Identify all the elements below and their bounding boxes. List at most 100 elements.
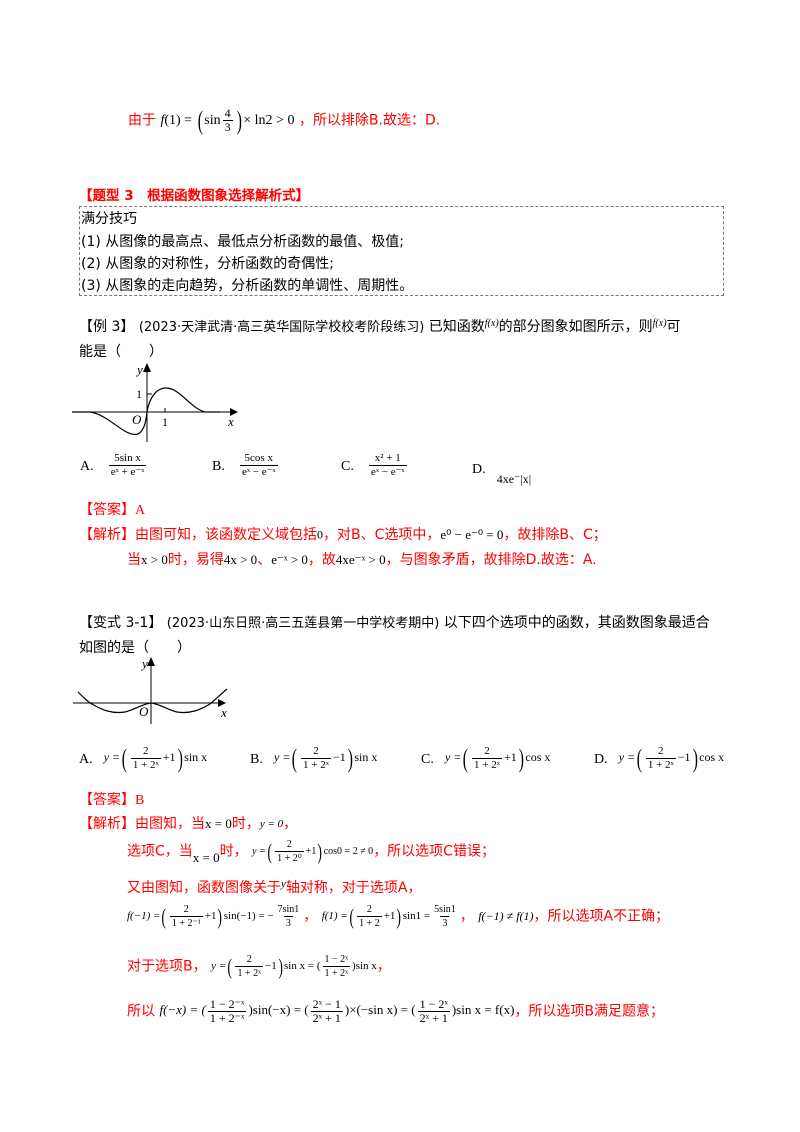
option-a[interactable]: A. 5sin x eˣ + e⁻ˣ <box>80 452 148 479</box>
stem-text: 可 <box>666 319 681 335</box>
math: −1 <box>264 960 277 973</box>
variant31-answer: 【答案】B <box>79 789 144 809</box>
option-d[interactable]: D. 4xe⁻|x| <box>472 458 531 486</box>
option-den: eˣ − e⁻ˣ <box>239 465 278 478</box>
math: 2 <box>366 904 372 915</box>
math: 1 − 2⁻ˣ <box>209 997 245 1011</box>
math: )sin(−x) = ( <box>248 1002 309 1018</box>
option-num: 2 <box>658 745 664 757</box>
math: 1 − 2ˣ <box>419 997 448 1011</box>
option-trig: cos x <box>525 750 551 765</box>
math: 0 <box>317 527 323 542</box>
math: 1 + 2ˣ <box>235 966 263 979</box>
x-axis-label: x <box>220 705 227 720</box>
variant-option-a[interactable]: A. y =(2 1 + 2ˣ +1) sin x <box>79 743 208 773</box>
math: 2ˣ + 1 <box>417 1011 450 1025</box>
example3-answer: 【答案】A <box>79 499 145 519</box>
option-pre: y = <box>273 750 291 765</box>
stem-text: 的部分图象如图所示，则 <box>498 319 653 335</box>
analysis-text: 、 <box>257 552 272 568</box>
y-tick-label: 1 <box>136 387 142 401</box>
analysis-text: 又由图知，函数图像关于 <box>127 880 281 896</box>
math: y <box>281 878 286 890</box>
analysis-tag: 【解析】 <box>79 527 135 543</box>
option-label: D. <box>472 462 486 477</box>
option-num: 2 <box>143 745 149 757</box>
math: f(−1) = <box>127 910 161 923</box>
example3-stem-line2: 能是（ ） <box>79 344 163 360</box>
analysis-text: ，所以选项B满足题意； <box>514 1003 665 1020</box>
option-den: 1 + 2ˣ <box>301 758 331 771</box>
analysis-tag: 【解析】 <box>79 816 135 832</box>
variant31-analysis-line5: 对于选项B， y =(2 1 + 2ˣ −1)sin x = (1 − 2ˣ 1 + … <box>127 953 391 979</box>
y-axis-label: y <box>135 362 143 377</box>
analysis-text: ， <box>459 908 474 925</box>
prev-solution-line: 由于 f(1) = (sin 4 3) × ln2 > 0 ，所以排除B.故选：D. <box>128 107 440 134</box>
option-label: A. <box>79 752 93 767</box>
math: 3 <box>283 916 293 929</box>
math: 1 + 2 <box>357 916 382 929</box>
option-num: 5sin x <box>114 452 141 464</box>
math: 2 <box>183 904 189 915</box>
option-op: +1 <box>503 750 517 765</box>
math: f(−x) = ( <box>159 1002 206 1018</box>
variant31-stem-line2: 如图的是（ ） <box>79 640 191 656</box>
variant-option-d[interactable]: D. y =(2 1 + 2ˣ −1) cos x <box>594 743 725 773</box>
analysis-text: 由图知，当 <box>135 816 205 832</box>
option-pre: y = <box>618 750 636 765</box>
option-op: −1 <box>677 750 691 765</box>
prev-solution-prefix: 由于 <box>128 112 156 129</box>
section-title: 【题型 3 根据函数图象选择解析式】 <box>79 188 310 204</box>
analysis-text: 时， <box>231 816 260 832</box>
math: y = <box>211 960 227 973</box>
analysis-text: ，故 <box>307 552 336 568</box>
math: x = 0 <box>192 849 220 865</box>
tips-box <box>79 206 724 296</box>
math: 1 + 2ˣ <box>322 966 351 979</box>
math: 1 + 2⁻¹ <box>169 916 203 929</box>
math: f(1) = <box>321 910 348 923</box>
variant31-analysis-line2: 选项C，当x = 0时， y =(2 1 + 2⁰ +1)cos0 = 2 ≠ 0，… <box>127 838 495 865</box>
answer-value: B <box>135 793 145 808</box>
option-trig: sin x <box>184 750 208 765</box>
stem-text: 已知函数 <box>428 319 485 335</box>
math: sin(−1) = − <box>223 910 274 923</box>
option-b[interactable]: B. 5cos x eˣ − e⁻ˣ <box>212 452 280 479</box>
option-num: 5cos x <box>244 452 273 464</box>
answer-value: A <box>135 503 146 518</box>
analysis-text: 对于选项B， <box>127 958 207 975</box>
math: 2ˣ − 1 <box>312 997 341 1011</box>
option-op: +1 <box>162 750 176 765</box>
math: 5sin1 <box>434 904 456 915</box>
variant-option-b[interactable]: B. y =(2 1 + 2ˣ −1) sin x <box>250 743 378 773</box>
analysis-text: 轴对称，对于选项A， <box>285 880 422 896</box>
prev-solution-formula: f(1) = (sin 4 3) × ln2 > 0 <box>160 105 295 135</box>
option-label: C. <box>341 459 354 474</box>
variant-option-c[interactable]: C. y =(2 1 + 2ˣ +1) cos x <box>421 743 551 773</box>
math: y = <box>252 845 266 857</box>
math: y = 0 <box>259 818 284 830</box>
option-trig: sin x <box>354 750 378 765</box>
option-pre: y = <box>444 750 462 765</box>
option-den: eˣ + e⁻ˣ <box>108 465 147 478</box>
x-tick-label: 1 <box>162 415 168 429</box>
analysis-text: ， <box>283 816 298 832</box>
option-trig: cos x <box>699 750 725 765</box>
tip-item: (1) 从图像的最高点、最低点分析函数的最值、极值; <box>81 234 404 250</box>
math: e⁰ − e⁻⁰ = 0 <box>440 527 504 542</box>
variant31-analysis-line6: 所以 f(−x) = (1 − 2⁻ˣ 1 + 2⁻ˣ)sin(−x) = (2ˣ… <box>127 998 664 1025</box>
option-c[interactable]: C. x² + 1 eˣ − e⁻ˣ <box>341 452 409 479</box>
option-label: C. <box>421 752 434 767</box>
analysis-text: ，对B、C选项中， <box>323 527 441 543</box>
x-axis-label: x <box>227 414 234 429</box>
math: 2 <box>246 954 252 965</box>
math: f(−1) ≠ f(1) <box>478 909 534 923</box>
option-label: D. <box>594 752 608 767</box>
math: 1 + 2⁰ <box>275 851 304 864</box>
example3-tag: 【例 3】 <box>79 319 135 335</box>
math: 3 <box>440 916 450 929</box>
analysis-text: 时， <box>219 843 248 860</box>
math: 2 <box>286 839 292 850</box>
example3-source: (2023·天津武清·高三英华国际学校校考阶段练习) <box>138 320 425 335</box>
option-num: 2 <box>484 745 490 757</box>
